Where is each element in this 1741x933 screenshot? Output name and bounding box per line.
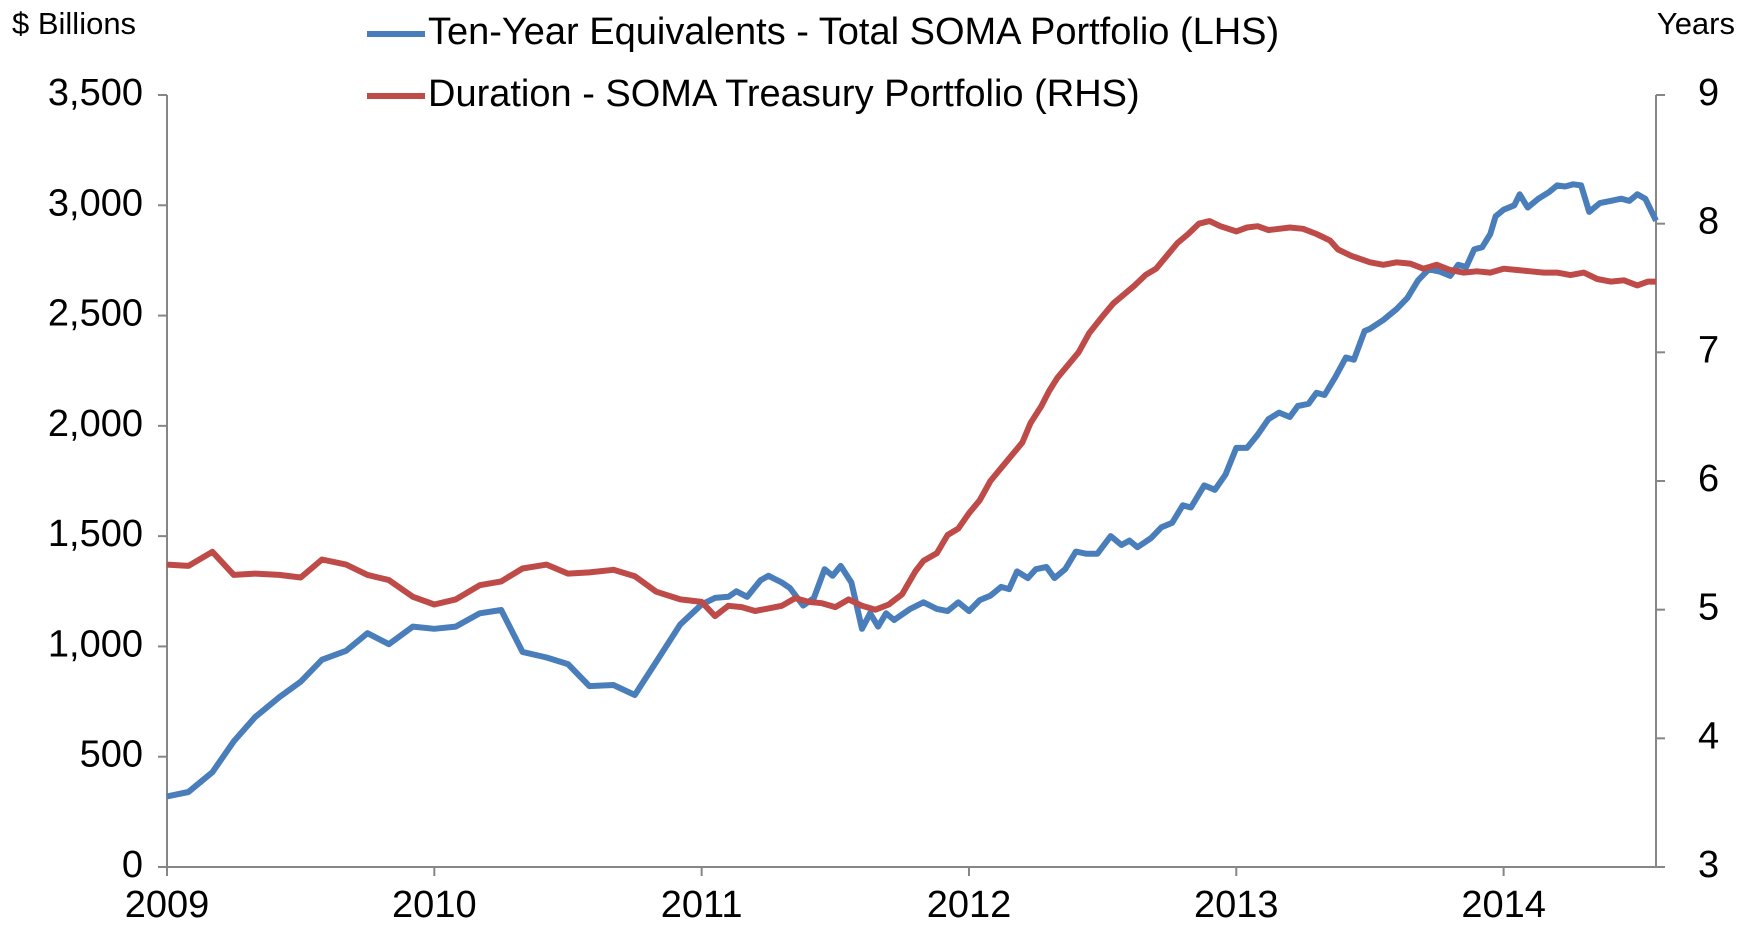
y-tick-label: 2,500 xyxy=(48,293,143,335)
y2-tick-label: 8 xyxy=(1698,201,1719,243)
y-tick-label: 3,500 xyxy=(48,72,143,114)
data-line xyxy=(166,181,1659,800)
y-tick-label: 3,000 xyxy=(48,182,143,224)
y-tick-label: 500 xyxy=(80,734,143,776)
y-tick-label: 1,000 xyxy=(48,623,143,665)
y2-tick-label: 3 xyxy=(1698,844,1719,886)
y2-tick-label: 7 xyxy=(1698,329,1719,371)
x-tick-label: 2012 xyxy=(927,884,1012,926)
data-line xyxy=(166,218,1656,620)
y2-tick-label: 9 xyxy=(1698,72,1719,114)
y2-tick-label: 5 xyxy=(1698,587,1719,629)
y-tick-label: 1,500 xyxy=(48,513,143,555)
legend-label: Ten-Year Equivalents - Total SOMA Portfo… xyxy=(428,11,1279,53)
x-tick-label: 2013 xyxy=(1194,884,1279,926)
x-tick-label: 2011 xyxy=(661,884,743,926)
x-tick-label: 2014 xyxy=(1461,884,1546,926)
x-tick-label: 2010 xyxy=(392,884,477,926)
x-tick-label: 2009 xyxy=(125,884,210,926)
y2-axis-label: Years xyxy=(1657,6,1735,41)
y-tick-label: 0 xyxy=(122,844,143,886)
y-axis-label: $ Billions xyxy=(12,6,136,41)
y-tick-label: 2,000 xyxy=(48,403,143,445)
legend-label: Duration - SOMA Treasury Portfolio (RHS) xyxy=(428,73,1140,115)
y2-tick-label: 6 xyxy=(1698,458,1719,500)
y2-tick-label: 4 xyxy=(1698,715,1719,757)
